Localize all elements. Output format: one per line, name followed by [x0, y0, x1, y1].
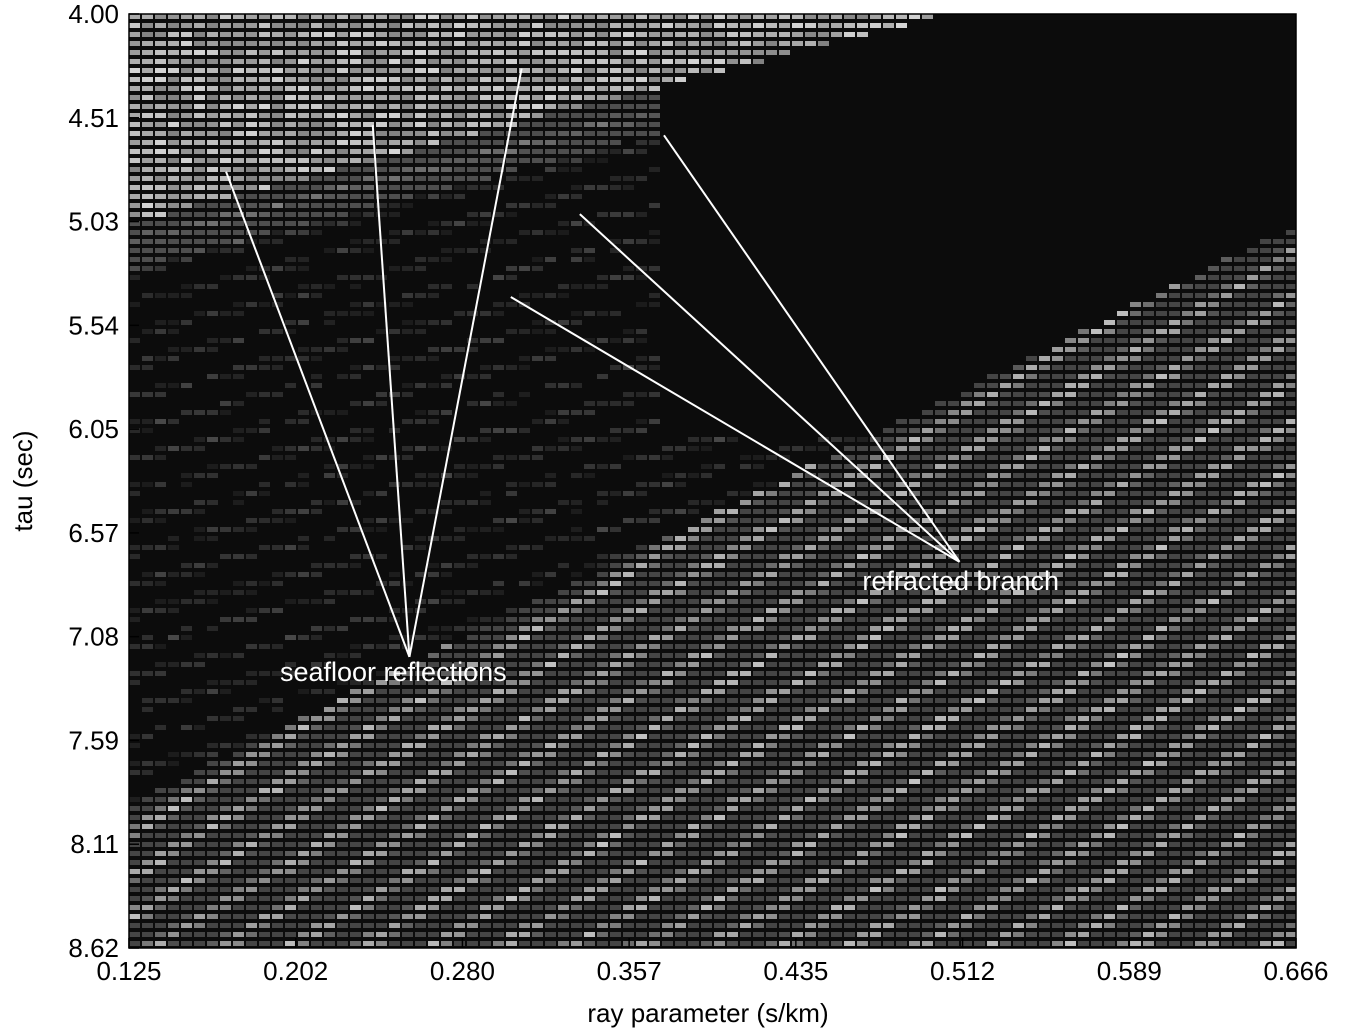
y-tick-label: 7.59: [68, 725, 119, 755]
y-tick-label: 4.00: [68, 0, 119, 29]
x-axis-label: ray parameter (s/km): [587, 998, 828, 1028]
annotation-pointer-line: [663, 134, 961, 563]
y-tick-label: 6.57: [68, 518, 119, 548]
y-tick-label: 7.08: [68, 622, 119, 652]
x-axis: 0.125 0.202 0.280 0.357 0.435 0.512 0.589 0.666: [96, 938, 1329, 986]
y-tick-label: 8.11: [70, 829, 119, 859]
annotation-pointer-line: [510, 296, 960, 563]
y-tick-label: 5.03: [68, 207, 119, 237]
y-tick-label: 5.54: [68, 310, 119, 340]
y-tick-label: 6.05: [68, 414, 119, 444]
y-tick-label: 8.62: [68, 933, 119, 963]
annotation-pointer-line: [371, 125, 411, 657]
plot-frame: [128, 13, 1297, 949]
x-tick-label: 0.125: [96, 956, 161, 986]
x-tick-label: 0.589: [1097, 956, 1162, 986]
annotation-label: refracted branch: [862, 566, 1059, 596]
annotation-label: seafloor reflections: [280, 657, 507, 687]
x-tick-label: 0.280: [430, 956, 495, 986]
x-tick-label: 0.357: [597, 956, 662, 986]
annotations: seafloor reflections refracted branch: [225, 68, 1059, 687]
seismic-image: [129, 14, 1296, 948]
y-axis: 4.00 4.51 5.03 5.54 6.05 6.57 7.08 7.59 8.11 8.62: [68, 0, 139, 963]
y-axis-label: tau (sec): [8, 430, 38, 531]
annotation-pointer-line: [408, 68, 523, 658]
annotation-pointer-line: [225, 171, 411, 658]
annotation-pointer-line: [579, 213, 961, 563]
y-tick-label: 4.51: [68, 103, 119, 133]
x-tick-label: 0.435: [763, 956, 828, 986]
x-tick-label: 0.202: [263, 956, 328, 986]
x-tick-label: 0.666: [1263, 956, 1328, 986]
x-tick-label: 0.512: [930, 956, 995, 986]
